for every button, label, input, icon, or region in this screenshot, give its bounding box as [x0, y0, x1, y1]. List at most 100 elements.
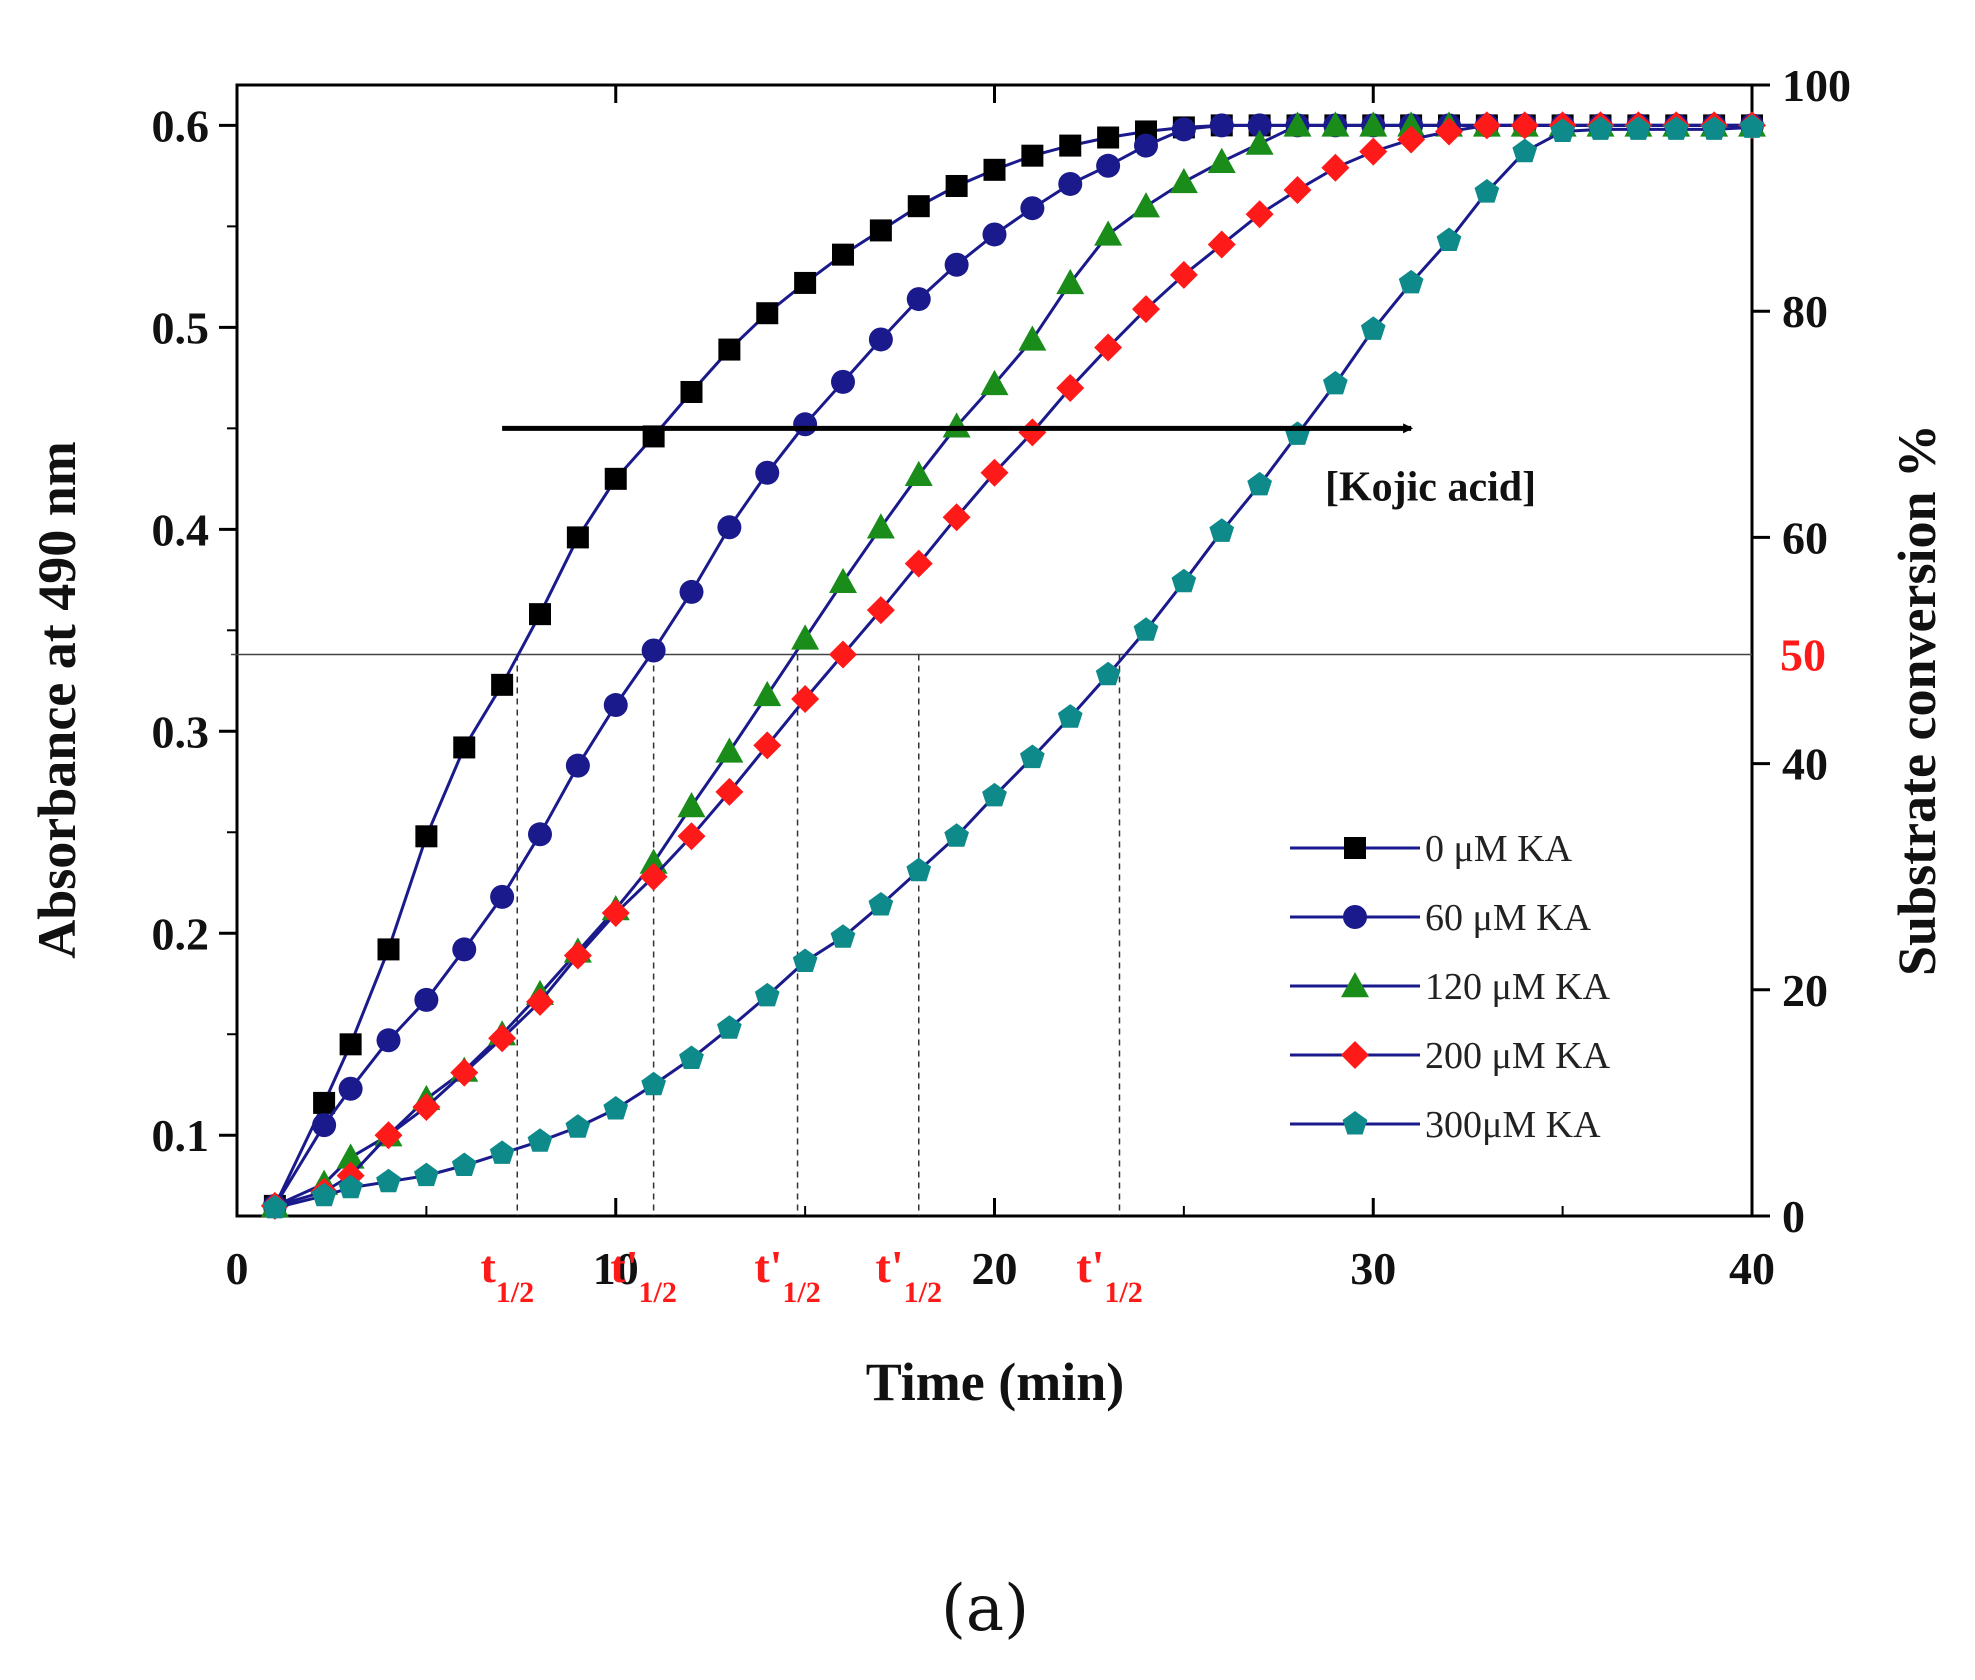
half-time-label: t'1/2	[610, 1241, 676, 1309]
data-point-pentagon	[1171, 568, 1197, 593]
data-point-pentagon	[489, 1140, 515, 1164]
annotations: [Kojic acid]	[502, 423, 1536, 510]
kojic-acid-label: [Kojic acid]	[1325, 464, 1536, 510]
data-point-circle	[1020, 196, 1045, 221]
data-point-pentagon	[792, 948, 818, 972]
half-time-label: t1/2	[480, 1241, 534, 1309]
data-point-triangle	[1359, 111, 1388, 137]
data-point-triangle	[1169, 167, 1198, 194]
half-time-symbol: t'	[754, 1241, 782, 1292]
data-point-pentagon	[754, 982, 780, 1007]
data-point-square	[642, 425, 665, 448]
half-conversion-label: 50	[1780, 630, 1826, 681]
legend: 0 μM KA 60 μM KA 120 μM KA 200 μM KA 300μM …	[1290, 828, 1611, 1146]
data-point-triangle	[829, 567, 857, 594]
data-point-diamond	[374, 1121, 403, 1150]
data-point-pentagon	[944, 823, 969, 847]
data-point-pentagon	[1057, 704, 1083, 728]
data-point-pentagon	[1360, 316, 1386, 340]
legend-entry-1: 60 μM KA	[1290, 897, 1592, 939]
data-point-pentagon	[1512, 138, 1538, 163]
data-point-triangle	[904, 460, 933, 486]
data-point-diamond	[715, 777, 744, 806]
data-point-pentagon	[1020, 744, 1045, 769]
y2-tick-label: 0	[1782, 1191, 1805, 1242]
data-point-circle	[982, 222, 1007, 247]
half-time-subscript: 1/2	[782, 1276, 820, 1309]
data-point-pentagon	[641, 1071, 666, 1096]
data-point-circle	[868, 327, 893, 352]
y-tick-label: 0.3	[152, 706, 210, 757]
data-point-pentagon	[451, 1152, 477, 1176]
data-point-pentagon	[565, 1114, 591, 1138]
data-point-triangle	[1245, 129, 1274, 155]
data-point-pentagon	[868, 892, 894, 916]
legend-label: 300μM KA	[1425, 1104, 1601, 1146]
data-point-square	[869, 219, 892, 242]
data-point-diamond	[639, 862, 668, 891]
data-point-diamond	[1435, 117, 1463, 146]
data-point-diamond	[1056, 373, 1085, 402]
data-point-pentagon	[906, 857, 932, 882]
y-tick-label: 0.1	[152, 1110, 210, 1161]
y-tick-label: 0.6	[152, 100, 210, 151]
data-point-diamond	[942, 503, 971, 532]
data-point-circle	[528, 822, 552, 847]
half-time-symbol: t'	[610, 1241, 638, 1292]
data-point-circle	[1058, 171, 1083, 196]
data-point-circle	[906, 287, 931, 312]
x-tick-label: 20	[972, 1243, 1018, 1294]
y2-tick-label: 40	[1782, 739, 1828, 790]
y2-tick-label: 20	[1782, 965, 1828, 1016]
data-point-pentagon	[1209, 518, 1235, 542]
data-point-diamond	[1245, 200, 1274, 229]
data-point-pentagon	[1550, 118, 1575, 142]
series-4	[262, 114, 1765, 1219]
data-point-pentagon	[1663, 116, 1689, 140]
data-point-diamond	[1169, 260, 1198, 289]
data-point-circle	[1171, 117, 1196, 142]
legend-entry-3: 200 μM KA	[1290, 1035, 1611, 1077]
y-axis-title: Absorbance at 490 nm	[27, 441, 87, 959]
data-point-triangle	[791, 624, 820, 650]
data-point-diamond	[1397, 125, 1426, 154]
data-point-square	[313, 1091, 336, 1114]
data-point-circle	[1096, 153, 1121, 178]
data-point-diamond	[1510, 111, 1539, 140]
data-point-triangle	[1341, 972, 1369, 998]
data-point-circle	[679, 579, 704, 604]
data-point-square	[718, 338, 741, 361]
y-tick-label: 0.4	[152, 504, 210, 555]
data-point-pentagon	[376, 1168, 401, 1193]
data-point-circle	[603, 693, 628, 718]
data-point-circle	[1134, 133, 1158, 158]
data-point-pentagon	[1739, 114, 1765, 138]
data-point-square	[529, 603, 551, 626]
data-point-triangle	[1018, 325, 1047, 351]
data-point-pentagon	[1474, 179, 1500, 203]
data-point-diamond	[753, 731, 782, 760]
y-tick-label: 0.5	[152, 302, 210, 353]
data-point-square	[415, 825, 438, 848]
data-point-triangle	[980, 369, 1009, 396]
data-point-diamond	[526, 987, 554, 1016]
data-point-pentagon	[717, 1015, 742, 1039]
legend-entry-2: 120 μM KA	[1290, 966, 1611, 1008]
data-point-square	[756, 302, 779, 325]
data-point-square	[1097, 126, 1120, 149]
data-point-pentagon	[1133, 617, 1159, 641]
data-point-pentagon	[1247, 471, 1272, 496]
data-point-circle	[565, 753, 590, 778]
data-point-circle	[312, 1113, 337, 1138]
data-point-square	[1021, 144, 1044, 167]
data-point-circle	[755, 460, 780, 485]
axis-ticks: 0 10 20 30 40 0.1 0.2 0.3 0.4 0.5 0.6 0 20 40 60 80 100	[152, 60, 1852, 1294]
data-point-triangle	[1397, 111, 1426, 137]
data-point-diamond	[563, 941, 592, 970]
data-point-pentagon	[527, 1128, 553, 1152]
data-point-diamond	[1472, 111, 1501, 140]
legend-label: 200 μM KA	[1425, 1035, 1611, 1077]
data-point-diamond	[450, 1058, 479, 1087]
data-point-diamond	[1132, 295, 1160, 324]
